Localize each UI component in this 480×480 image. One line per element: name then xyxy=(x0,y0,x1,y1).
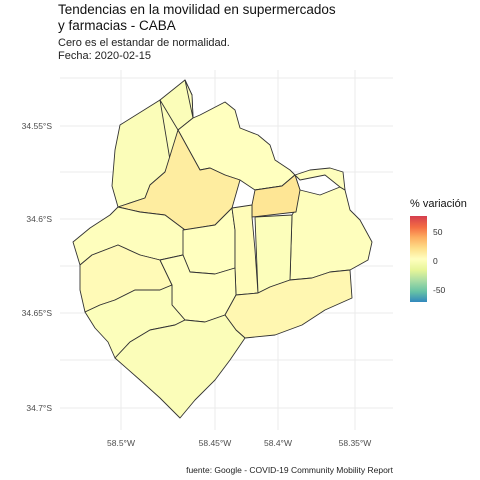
x-tick-label: 58.4°W xyxy=(264,438,292,448)
legend-tick-label: -50 xyxy=(433,284,446,295)
y-tick-label: 34.6°S xyxy=(26,214,52,224)
y-tick-label: 34.65°S xyxy=(22,308,53,318)
coastline-region xyxy=(294,167,346,191)
x-tick-label: 58.35°W xyxy=(339,438,372,448)
chart-title-line-2: y farmacias - CABA xyxy=(58,18,176,33)
chart-title: Tendencias en la movilidad en supermerca… xyxy=(58,2,336,34)
x-tick-label: 58.5°W xyxy=(107,438,135,448)
comuna-region xyxy=(114,314,246,419)
y-tick-label: 34.55°S xyxy=(22,121,53,131)
comunas-layer xyxy=(72,79,373,419)
legend-color-bar xyxy=(410,216,427,302)
y-tick-label: 34.7°S xyxy=(26,403,52,413)
legend-title: % variación xyxy=(410,198,467,210)
legend-tick-label: 50 xyxy=(433,227,443,238)
chart-subtitle: Cero es el estandar de normalidad. Fecha… xyxy=(58,37,230,63)
x-tick-label: 58.45°W xyxy=(199,438,232,448)
source-caption: fuente: Google - COVID-19 Community Mobi… xyxy=(186,465,393,475)
subtitle-line-2: Fecha: 2020-02-15 xyxy=(58,50,151,62)
axis-labels: 34.55°S 34.6°S 34.65°S 34.7°S 58.5°W 58.45°W 5… xyxy=(22,121,372,448)
chart-title-line-1: Tendencias en la movilidad en supermerca… xyxy=(58,2,336,17)
subtitle-line-1: Cero es el estandar de normalidad. xyxy=(58,37,230,49)
legend-tick-label: 0 xyxy=(433,255,438,266)
color-legend: % variación 50 0 -50 xyxy=(410,198,480,302)
